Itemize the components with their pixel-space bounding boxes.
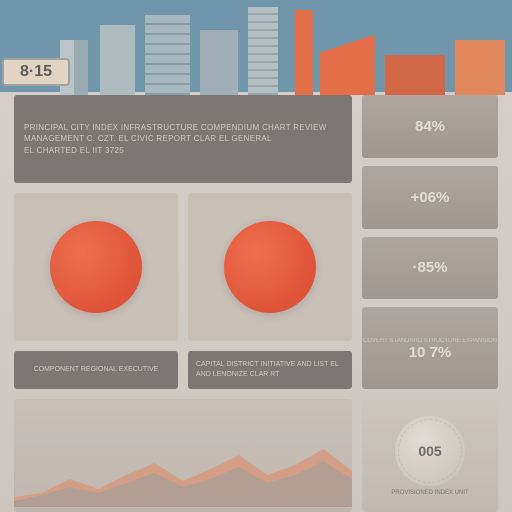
header-badge: 8·15 [2,58,70,86]
building-icon [248,7,278,95]
label-panel-1: COMPONENT REGIONAL EXECUTIVE [14,351,178,389]
stat-card: ·85% [362,237,498,300]
circle-icon [224,221,316,313]
building-icon [145,15,190,95]
stat-value: 84% [415,118,445,135]
desc-line: EL CHARTED EL IIT 3725 [24,145,342,156]
label-text: COMPONENT REGIONAL EXECUTIVE [34,365,159,375]
trend-chart-svg [14,437,352,507]
building-icon [295,10,313,95]
circle-card-1 [14,193,178,341]
building-icon [320,53,375,95]
building-icon [385,55,445,95]
label-text: CAPITAL DISTRICT INITIATIVE AND LIST EL … [196,360,344,380]
main-grid: PRINCIPAL CITY INDEX INFRASTRUCTURE COMP… [14,95,498,512]
badge-value: 8·15 [20,63,52,81]
building-icon [455,40,505,95]
city-skyline [0,0,512,95]
gauge-card: 005 PROVISIONED INDEX UNIT [362,399,498,512]
stats-sidebar: 84% +06% ·85% COVERT STANDARD STRUCTURE … [362,95,498,389]
stat-sub: COVERT STANDARD STRUCTURE EXPANSION [363,338,497,344]
circle-icon [50,221,142,313]
description-panel: PRINCIPAL CITY INDEX INFRASTRUCTURE COMP… [14,95,352,183]
circle-card-2 [188,193,352,341]
stat-card: +06% [362,166,498,229]
building-icon [100,25,135,95]
stat-value: ·85% [412,259,447,276]
stat-value: +06% [411,189,450,206]
desc-line: PRINCIPAL CITY INDEX INFRASTRUCTURE COMP… [24,122,342,133]
stat-card: COVERT STANDARD STRUCTURE EXPANSION 10 7… [362,307,498,389]
label-panel-2: CAPITAL DISTRICT INITIATIVE AND LIST EL … [188,351,352,389]
building-icon [200,30,238,95]
stat-value: 10 7% [409,344,452,361]
stat-card: 84% [362,95,498,158]
gauge-circle: 005 [395,416,465,486]
trend-chart [14,399,352,512]
desc-line: MANAGEMENT C. CZT. EL CIVIC REPORT CLAR … [24,133,342,144]
gauge-value: 005 [418,443,441,459]
gauge-caption: PROVISIONED INDEX UNIT [391,490,468,496]
